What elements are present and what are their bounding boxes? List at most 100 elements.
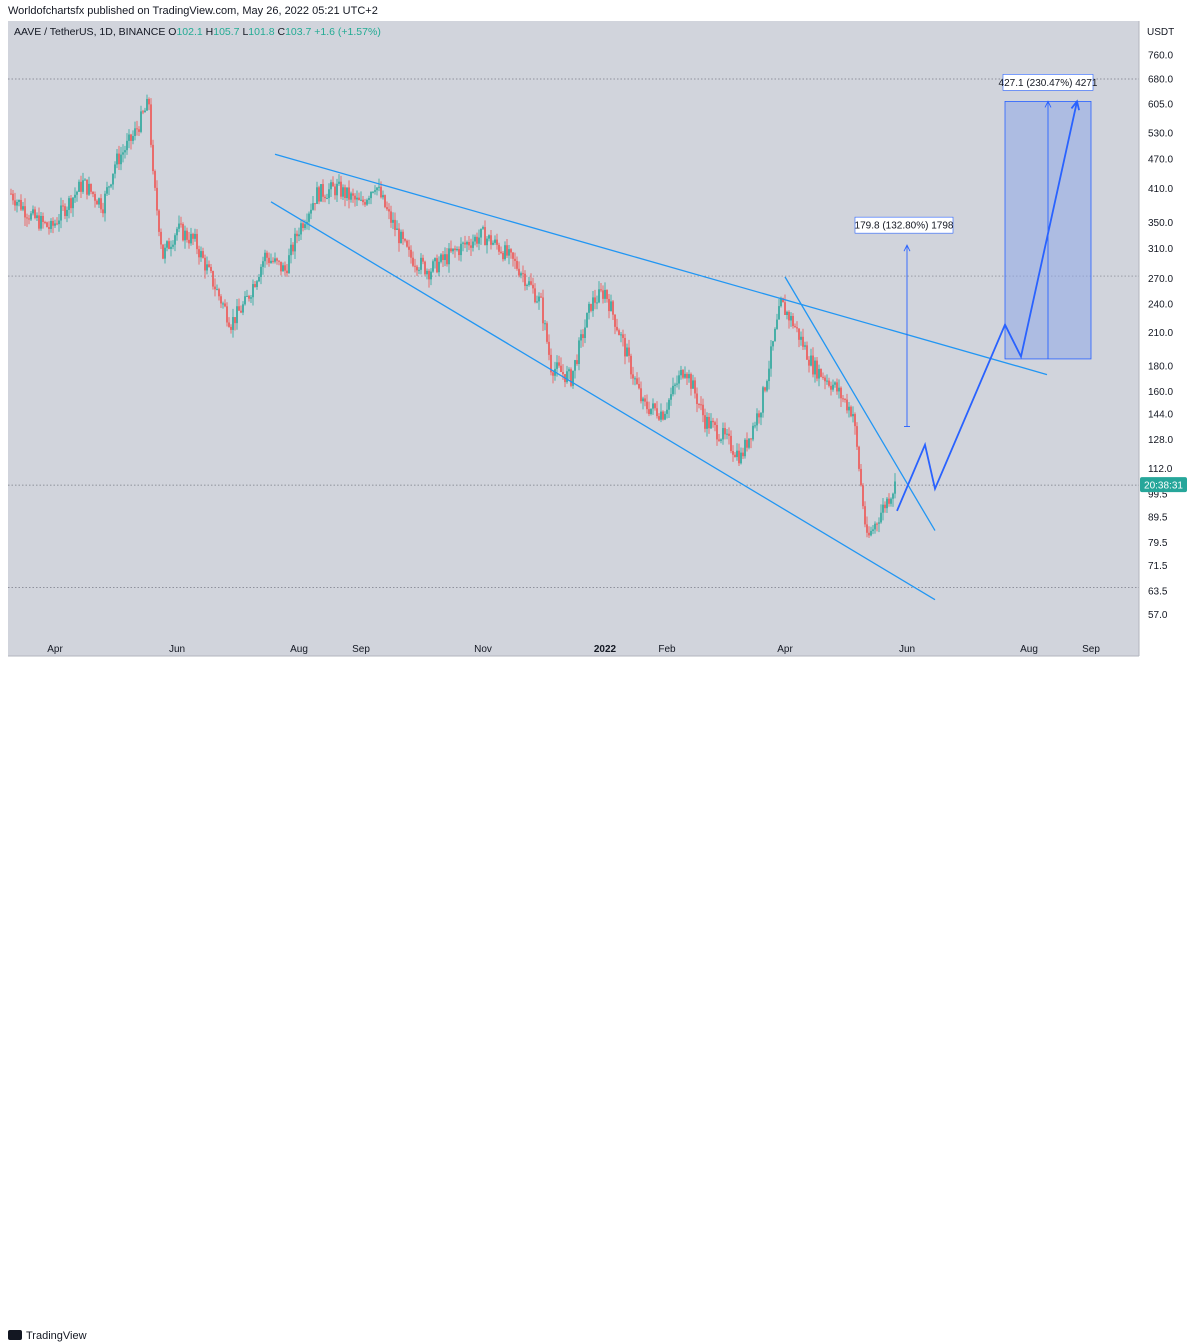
candle-body bbox=[144, 110, 146, 113]
candle-body bbox=[84, 179, 86, 181]
candle-body bbox=[372, 191, 374, 193]
candle-body bbox=[418, 269, 420, 271]
candle-body bbox=[784, 302, 786, 315]
candle-body bbox=[204, 257, 206, 271]
candle-body bbox=[456, 248, 458, 251]
x-tick-label: Apr bbox=[47, 644, 63, 655]
symbol-title[interactable]: AAVE / TetherUS, 1D, BINANCE bbox=[14, 26, 166, 38]
candle-body bbox=[272, 260, 274, 262]
candle-body bbox=[426, 270, 428, 275]
candle-body bbox=[388, 209, 390, 212]
chart-svg[interactable]: 760.0 680.0 605.0 530.0 470.0 410.0 350.0 310.0… bbox=[0, 0, 1200, 686]
candle-body bbox=[92, 191, 94, 195]
candle-body bbox=[36, 215, 38, 218]
candle-body bbox=[438, 261, 440, 273]
candle-body bbox=[882, 504, 884, 513]
candle-body bbox=[254, 284, 256, 288]
candle-body bbox=[702, 404, 704, 416]
candle-body bbox=[822, 376, 824, 378]
candle-body bbox=[472, 241, 474, 248]
candle-body bbox=[264, 252, 266, 262]
candle-body bbox=[118, 153, 120, 165]
candle-body bbox=[806, 345, 808, 360]
candle-body bbox=[80, 181, 82, 192]
candle-body bbox=[454, 248, 456, 251]
candle-body bbox=[602, 290, 604, 299]
candle-body bbox=[786, 311, 788, 315]
chart-plot-area[interactable] bbox=[8, 21, 1139, 656]
candle-body bbox=[170, 246, 172, 249]
candle-body bbox=[380, 186, 382, 198]
candle-body bbox=[402, 231, 404, 240]
candle-body bbox=[10, 193, 12, 195]
candle-body bbox=[622, 334, 624, 338]
candle-body bbox=[594, 297, 596, 303]
measure-label-small-bg bbox=[854, 216, 954, 234]
candle-body bbox=[746, 439, 748, 448]
candle-body bbox=[890, 498, 892, 504]
candle-body bbox=[356, 197, 358, 200]
candle-body bbox=[664, 413, 666, 420]
candle-body bbox=[424, 261, 426, 275]
candle-body bbox=[188, 239, 190, 244]
candle-body bbox=[382, 195, 384, 198]
candle-body bbox=[34, 209, 36, 218]
candle-body bbox=[330, 182, 332, 190]
measure-label-large-text: 427.1 (230.47%) 4271 bbox=[999, 78, 1098, 89]
candle-body bbox=[166, 241, 168, 248]
candle-body bbox=[100, 198, 102, 210]
candle-body bbox=[182, 224, 184, 241]
candle-body bbox=[234, 317, 236, 324]
candle-body bbox=[756, 413, 758, 426]
candle-body bbox=[580, 334, 582, 341]
candle-body bbox=[302, 223, 304, 229]
candle-body bbox=[30, 213, 32, 220]
candle-body bbox=[556, 362, 558, 369]
candle-body bbox=[722, 428, 724, 440]
candle-body bbox=[362, 199, 364, 203]
candle-body bbox=[790, 316, 792, 321]
candle-body bbox=[714, 422, 716, 425]
candle-body bbox=[848, 406, 850, 411]
y-tick-label: 89.5 bbox=[1148, 512, 1168, 523]
candle-body bbox=[576, 360, 578, 364]
candle-body bbox=[526, 284, 528, 286]
candle-body bbox=[190, 233, 192, 244]
candle-body bbox=[450, 248, 452, 252]
candle-body bbox=[406, 240, 408, 247]
candle-body bbox=[584, 327, 586, 338]
candle-body bbox=[628, 347, 630, 356]
candle-body bbox=[880, 512, 882, 523]
candle-body bbox=[294, 233, 296, 252]
tradingview-logo[interactable]: TradingView bbox=[8, 1330, 87, 1342]
candle-body bbox=[288, 255, 290, 274]
candle-body bbox=[498, 244, 500, 252]
candle-body bbox=[146, 98, 148, 111]
candle-body bbox=[452, 248, 454, 252]
candle-body bbox=[834, 382, 836, 385]
y-tick-label: 57.0 bbox=[1148, 610, 1168, 621]
candle-body bbox=[304, 224, 306, 229]
y-tick-label: 160.0 bbox=[1148, 387, 1173, 398]
candle-body bbox=[174, 235, 176, 245]
candle-body bbox=[228, 322, 230, 327]
candle-body bbox=[340, 181, 342, 197]
candle-body bbox=[742, 452, 744, 457]
y-tick-label: 99.5 bbox=[1148, 490, 1168, 501]
candle-body bbox=[772, 341, 774, 347]
measure-label-large-bg bbox=[1002, 74, 1094, 91]
y-tick-label: 760.0 bbox=[1148, 50, 1173, 61]
candle-body bbox=[506, 245, 508, 256]
candle-body bbox=[644, 398, 646, 402]
candle-body bbox=[718, 439, 720, 441]
candle-body bbox=[502, 252, 504, 260]
low-value: 101.8 bbox=[248, 26, 275, 38]
x-tick-label: Aug bbox=[290, 644, 308, 655]
candle-body bbox=[708, 416, 710, 429]
candle-body bbox=[440, 254, 442, 262]
candle-body bbox=[142, 111, 144, 113]
candle-body bbox=[332, 182, 334, 187]
candle-body bbox=[464, 242, 466, 245]
candle-body bbox=[336, 183, 338, 196]
candle-body bbox=[410, 249, 412, 258]
